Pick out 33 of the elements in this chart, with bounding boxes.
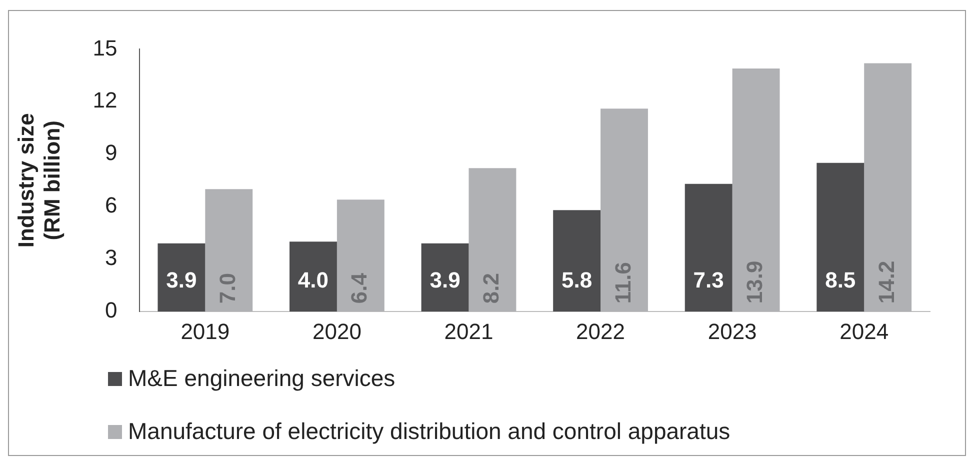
- data-label: 8.2: [478, 273, 504, 304]
- x-tick-label: 2023: [708, 318, 757, 344]
- y-tick-label: 9: [105, 140, 118, 166]
- data-label: 5.8: [562, 268, 592, 293]
- y-tick-label: 15: [92, 35, 118, 60]
- y-axis-title: Industry size (RM billion): [13, 113, 65, 248]
- legend-label: M&E engineering services: [128, 365, 396, 392]
- y-tick-label: 3: [105, 245, 118, 270]
- legend-label: Manufacture of electricity distribution and control apparatus: [128, 418, 730, 445]
- bar: [553, 210, 601, 312]
- y-tick-label: 0: [105, 298, 118, 323]
- bar: [816, 162, 864, 312]
- data-label: 7.3: [693, 268, 724, 293]
- y-tick-label: 6: [105, 192, 118, 218]
- x-tick-label: 2019: [180, 318, 230, 344]
- x-tick-label: 2020: [312, 318, 362, 344]
- data-label: 13.9: [742, 260, 768, 304]
- bar: [158, 243, 206, 312]
- x-tick-label: 2022: [576, 318, 626, 344]
- data-label: 7.0: [214, 273, 240, 304]
- data-label: 11.6: [610, 262, 636, 304]
- bar: [290, 242, 337, 312]
- bar: [421, 243, 469, 312]
- data-label: 4.0: [298, 268, 329, 293]
- x-tick-label: 2024: [840, 318, 889, 344]
- y-tick-label: 12: [92, 88, 118, 113]
- data-label: 6.4: [346, 272, 372, 304]
- data-label: 3.9: [430, 268, 460, 293]
- data-label: 14.2: [874, 260, 899, 304]
- data-label: 3.9: [166, 268, 197, 293]
- bar: [684, 184, 732, 312]
- x-tick-label: 2021: [444, 318, 494, 344]
- data-label: 8.5: [825, 268, 856, 293]
